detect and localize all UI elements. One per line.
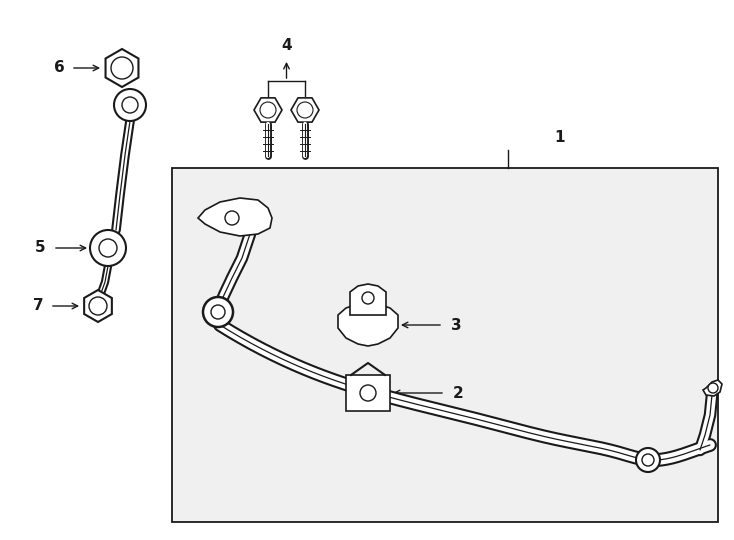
- Circle shape: [362, 292, 374, 304]
- Text: 6: 6: [54, 60, 65, 76]
- Circle shape: [636, 448, 660, 472]
- Polygon shape: [291, 98, 319, 122]
- Circle shape: [297, 102, 313, 118]
- Polygon shape: [106, 49, 139, 87]
- Text: 3: 3: [451, 318, 461, 333]
- Circle shape: [99, 239, 117, 257]
- Polygon shape: [198, 198, 272, 236]
- Text: 4: 4: [281, 37, 292, 52]
- Circle shape: [642, 454, 654, 466]
- Circle shape: [211, 305, 225, 319]
- Circle shape: [203, 297, 233, 327]
- Circle shape: [111, 57, 133, 79]
- Polygon shape: [254, 98, 282, 122]
- Circle shape: [90, 230, 126, 266]
- Bar: [172, 168, 718, 522]
- Circle shape: [360, 385, 376, 401]
- Polygon shape: [338, 302, 398, 346]
- Text: 5: 5: [34, 240, 46, 255]
- Circle shape: [708, 383, 718, 393]
- Text: 2: 2: [453, 386, 463, 401]
- Circle shape: [225, 211, 239, 225]
- Text: 7: 7: [33, 299, 43, 314]
- Circle shape: [260, 102, 276, 118]
- Text: 1: 1: [555, 131, 565, 145]
- Polygon shape: [84, 290, 112, 322]
- Polygon shape: [703, 380, 722, 396]
- Circle shape: [89, 297, 107, 315]
- Bar: [346, 375, 390, 411]
- Circle shape: [114, 89, 146, 121]
- Circle shape: [122, 97, 138, 113]
- Polygon shape: [350, 284, 386, 315]
